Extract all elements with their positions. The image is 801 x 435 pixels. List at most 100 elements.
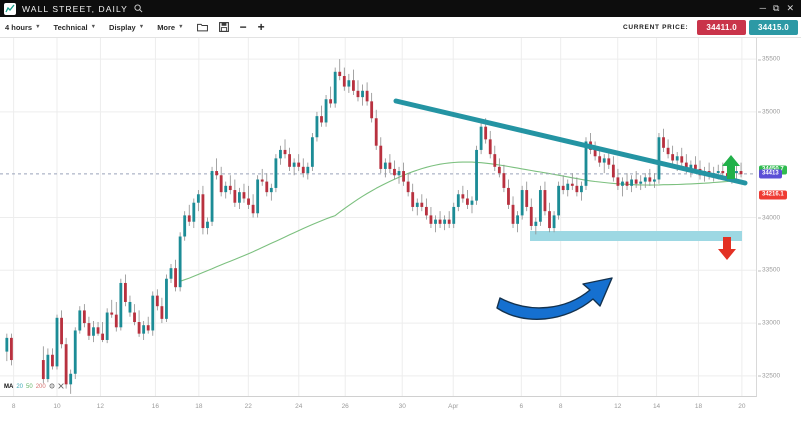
candle-body — [575, 185, 579, 193]
candle-body — [402, 171, 405, 182]
date-tick: 18 — [195, 403, 203, 410]
candle-body — [607, 158, 611, 165]
candle-body — [429, 215, 433, 224]
candle-body — [51, 354, 54, 367]
candle-body — [593, 149, 597, 157]
candle-body — [630, 179, 634, 186]
display-dropdown[interactable]: Display ▼ — [109, 23, 144, 32]
candle-body — [543, 190, 547, 212]
support-zone[interactable] — [530, 231, 742, 241]
ma-period-200: 200 — [35, 384, 46, 390]
close-icon[interactable]: ✕ — [786, 3, 794, 13]
date-tick: 12 — [614, 403, 622, 410]
candle-body — [324, 99, 328, 123]
candle-body — [456, 194, 460, 207]
candle-body — [215, 171, 219, 176]
timeframe-dropdown[interactable]: 4 hours ▼ — [5, 23, 41, 32]
candle-body — [155, 295, 159, 307]
candle-body — [716, 171, 720, 174]
zoom-out-button[interactable]: − — [239, 20, 247, 34]
candle-body — [251, 204, 255, 214]
gridlines — [0, 38, 756, 396]
chevron-down-icon: ▼ — [178, 24, 184, 30]
candle-body — [374, 118, 378, 146]
down-arrow[interactable] — [718, 237, 736, 260]
zoom-in-button[interactable]: + — [257, 20, 265, 34]
bid-price-button[interactable]: 34411.0 — [697, 19, 746, 35]
plot-canvas[interactable]: MA 20 50 200 — [0, 38, 757, 397]
candle-body — [201, 194, 205, 229]
candle-body — [461, 194, 465, 199]
restore-icon[interactable]: ⧉ — [773, 3, 780, 13]
time-axis[interactable]: 8 10 12 16 18 22 24 26 30 Apr 6 8 12 14 18 20 — [0, 397, 757, 417]
candle-body — [388, 162, 392, 169]
candle-body — [110, 312, 114, 315]
price-badge[interactable]: 34413 — [759, 169, 782, 179]
candle-body — [393, 168, 396, 176]
candle-body — [151, 295, 155, 331]
minimize-icon[interactable]: ─ — [759, 3, 767, 13]
price-axis[interactable]: 35500350003400033500330003250034450.7344… — [757, 38, 801, 397]
technical-dropdown[interactable]: Technical ▼ — [54, 23, 97, 32]
price-badge[interactable]: 34216.1 — [759, 190, 787, 200]
search-icon[interactable] — [134, 4, 143, 13]
gear-icon[interactable] — [49, 383, 55, 391]
more-dropdown[interactable]: More ▼ — [157, 23, 183, 32]
ma-legend-name: MA — [4, 384, 14, 390]
date-tick: 26 — [341, 403, 349, 410]
candle-body — [621, 181, 624, 186]
candle-body — [602, 158, 606, 163]
candle-body — [616, 177, 620, 186]
candle-body — [329, 99, 333, 104]
candle-body — [288, 154, 291, 167]
save-disk-icon[interactable] — [218, 22, 229, 32]
candle-body — [479, 126, 483, 150]
candle-body — [338, 71, 342, 77]
candle-body — [689, 164, 693, 169]
window-controls: ─ ⧉ ✕ — [760, 4, 794, 13]
candle-body — [671, 154, 675, 161]
candle-body — [315, 116, 319, 138]
candle-body — [169, 268, 173, 279]
candle-body — [584, 141, 588, 186]
ma-indicator-legend[interactable]: MA 20 50 200 — [4, 383, 64, 391]
close-icon[interactable] — [58, 383, 64, 391]
candlestick-plot — [0, 38, 756, 396]
candle-body — [694, 164, 697, 169]
candle-body — [137, 322, 141, 334]
candle-body — [493, 154, 497, 167]
candle-body — [146, 325, 150, 331]
candle-body — [283, 149, 287, 155]
candle-body — [352, 80, 355, 91]
chart-line-logo-icon — [4, 2, 16, 15]
up-arrow[interactable] — [722, 155, 740, 179]
folder-icon[interactable] — [196, 23, 208, 32]
candle-body — [347, 80, 351, 87]
ma-period-50: 50 — [26, 384, 33, 390]
candle-body — [648, 177, 652, 182]
candle-body — [64, 344, 68, 385]
candle-body — [598, 156, 602, 163]
candle-body — [247, 198, 250, 205]
candle-body — [452, 206, 456, 224]
candle-body — [525, 190, 529, 207]
candle-body — [356, 90, 360, 98]
candle-body — [625, 181, 629, 186]
candle-body — [233, 190, 237, 203]
candle-body — [274, 158, 278, 188]
candle-body — [224, 185, 228, 193]
price-tick: 32500 — [757, 372, 781, 380]
candle-body — [301, 166, 305, 174]
ask-price-button[interactable]: 34415.0 — [748, 19, 798, 35]
candle-body — [557, 185, 561, 216]
candle-body — [383, 162, 387, 169]
candle-body — [69, 373, 73, 385]
date-tick: 20 — [738, 403, 746, 410]
bullish-curved-arrow[interactable] — [496, 277, 613, 320]
price-tick: 33000 — [757, 319, 781, 327]
candle-body — [639, 181, 643, 184]
candle-body — [438, 219, 442, 224]
technical-label: Technical — [53, 22, 88, 32]
descending-resistance-trendline[interactable] — [393, 98, 748, 186]
